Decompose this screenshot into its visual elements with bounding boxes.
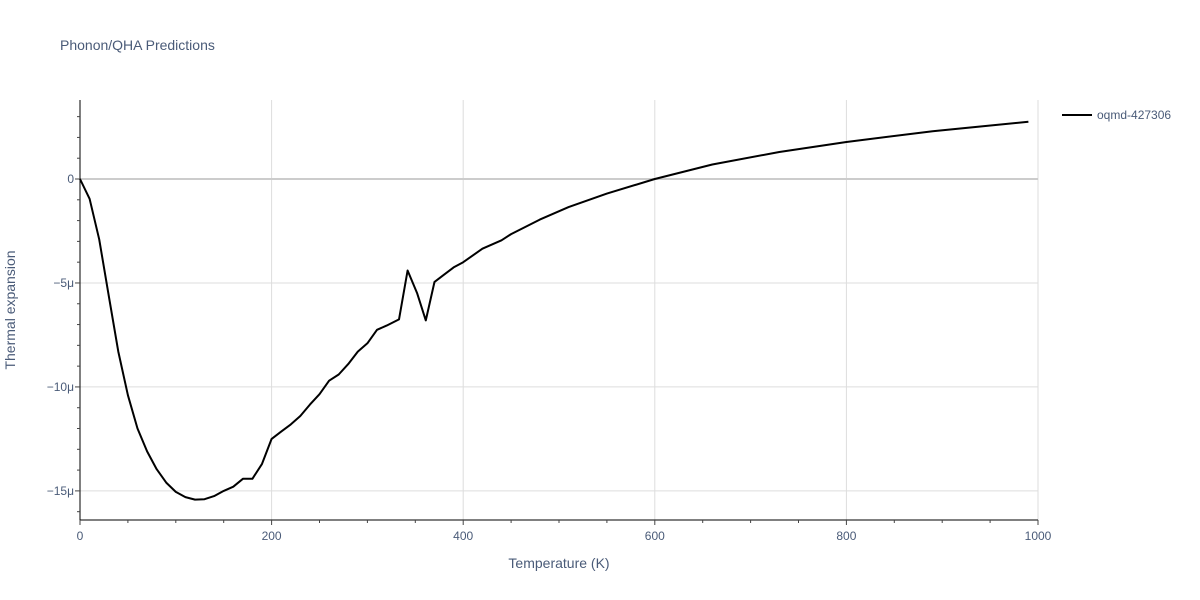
x-tick-label: 600: [645, 529, 665, 543]
series-line-0: [79, 120, 1029, 501]
x-tick-label: 800: [836, 529, 856, 543]
y-tick-label: −15μ: [47, 484, 74, 498]
legend[interactable]: oqmd-427306: [1062, 108, 1171, 122]
tick-labels: 0 200 400 600 800 1000 −15μ −10μ −5μ 0: [47, 172, 1052, 543]
series-group: [79, 120, 1029, 501]
x-tick-label: 0: [77, 529, 84, 543]
legend-label: oqmd-427306: [1097, 108, 1171, 122]
grid: [80, 100, 1039, 520]
y-axis-title: Thermal expansion: [2, 250, 18, 369]
x-tick-label: 1000: [1025, 529, 1052, 543]
x-axis-title: Temperature (K): [508, 555, 609, 571]
x-tick-label: 200: [262, 529, 282, 543]
axes: [75, 100, 1039, 525]
y-tick-label: 0: [67, 172, 74, 186]
x-tick-label: 400: [453, 529, 473, 543]
y-tick-label: −5μ: [53, 276, 74, 290]
y-tick-label: −10μ: [47, 380, 74, 394]
chart-title: Phonon/QHA Predictions: [60, 37, 215, 53]
